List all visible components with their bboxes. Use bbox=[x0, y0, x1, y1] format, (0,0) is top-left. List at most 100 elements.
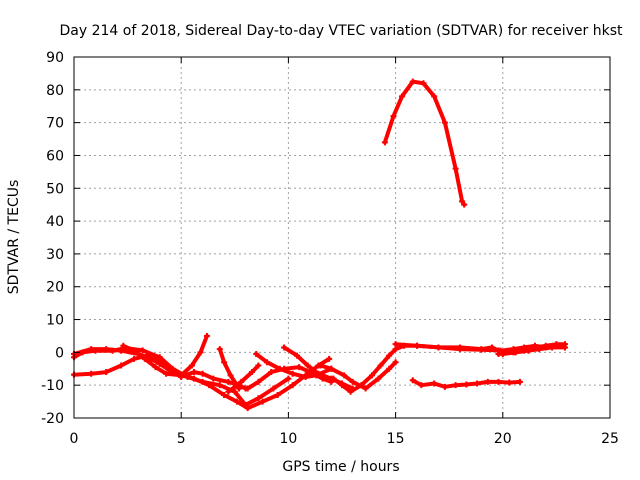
data-point bbox=[418, 382, 425, 389]
data-point bbox=[289, 382, 296, 389]
x-tick-label: 25 bbox=[601, 431, 619, 447]
series-line bbox=[179, 334, 209, 378]
data-point bbox=[188, 362, 195, 369]
data-point bbox=[375, 375, 382, 382]
data-point bbox=[452, 165, 459, 172]
y-tick-label: 10 bbox=[46, 313, 64, 329]
data-point bbox=[386, 365, 393, 372]
data-point bbox=[441, 119, 448, 126]
data-point bbox=[306, 369, 313, 376]
data-point bbox=[420, 80, 427, 87]
data-point bbox=[281, 344, 288, 351]
data-point bbox=[347, 388, 354, 395]
data-point bbox=[349, 378, 356, 385]
data-point bbox=[474, 380, 481, 387]
data-point bbox=[152, 364, 159, 371]
y-axis-label: SDTVAR / TECUs bbox=[6, 180, 22, 295]
data-point bbox=[225, 378, 232, 385]
data-point bbox=[253, 351, 260, 358]
data-point bbox=[461, 201, 468, 208]
data-point bbox=[248, 369, 255, 376]
data-point bbox=[233, 398, 240, 405]
data-point bbox=[268, 369, 275, 376]
y-tick-label: 40 bbox=[46, 214, 64, 230]
data-point bbox=[341, 372, 348, 379]
data-point bbox=[163, 370, 170, 377]
data-point bbox=[103, 346, 110, 353]
data-point bbox=[304, 362, 311, 369]
series-arc-7 bbox=[225, 362, 262, 395]
data-point bbox=[293, 352, 300, 359]
data-point bbox=[452, 382, 459, 389]
data-point bbox=[525, 347, 532, 354]
data-point bbox=[302, 373, 309, 380]
series-line bbox=[226, 363, 261, 394]
data-point bbox=[118, 347, 125, 354]
y-tick-label: -20 bbox=[41, 411, 64, 427]
series-line bbox=[245, 365, 334, 391]
data-point bbox=[221, 359, 228, 366]
x-axis-label: GPS time / hours bbox=[282, 459, 399, 475]
data-point bbox=[255, 378, 262, 385]
data-point bbox=[231, 388, 238, 395]
data-point bbox=[206, 382, 213, 389]
y-tick-label: 70 bbox=[46, 116, 64, 132]
y-tick-label: 20 bbox=[46, 280, 64, 296]
x-tick-label: 15 bbox=[387, 431, 405, 447]
series-arc-16 bbox=[499, 344, 568, 358]
data-point bbox=[478, 346, 485, 353]
data-point bbox=[399, 93, 406, 100]
data-point bbox=[131, 355, 138, 362]
data-point bbox=[270, 385, 277, 392]
series-arc-18 bbox=[381, 78, 468, 208]
data-point bbox=[381, 139, 388, 146]
data-point bbox=[484, 378, 491, 385]
data-point bbox=[263, 359, 270, 366]
data-point bbox=[489, 344, 496, 351]
data-point bbox=[358, 382, 365, 389]
data-point bbox=[203, 332, 210, 339]
y-tick-label: 60 bbox=[46, 148, 64, 164]
data-point bbox=[221, 392, 228, 399]
x-tick-label: 0 bbox=[70, 431, 79, 447]
data-point bbox=[328, 365, 335, 372]
data-point bbox=[131, 347, 138, 354]
data-point bbox=[216, 382, 223, 389]
data-point bbox=[512, 349, 519, 356]
data-point bbox=[141, 355, 148, 362]
data-series bbox=[71, 78, 568, 412]
data-point bbox=[362, 385, 369, 392]
data-point bbox=[296, 364, 303, 371]
series-arc-9 bbox=[253, 351, 335, 380]
data-point bbox=[409, 377, 416, 384]
data-point bbox=[178, 372, 185, 379]
plot-frame bbox=[73, 56, 611, 419]
data-point bbox=[441, 383, 448, 390]
data-point bbox=[238, 378, 245, 385]
data-point bbox=[156, 360, 163, 367]
data-point bbox=[88, 346, 95, 353]
data-point bbox=[456, 344, 463, 351]
data-point bbox=[463, 381, 470, 388]
data-point bbox=[285, 375, 292, 382]
y-tick-label: 50 bbox=[46, 181, 64, 197]
data-point bbox=[210, 375, 217, 382]
series-line bbox=[382, 79, 467, 207]
data-point bbox=[216, 346, 223, 353]
y-tick-label: 90 bbox=[46, 50, 64, 66]
data-point bbox=[390, 113, 397, 120]
data-point bbox=[139, 347, 146, 354]
data-point bbox=[435, 344, 442, 351]
data-point bbox=[255, 362, 262, 369]
data-point bbox=[120, 342, 127, 349]
data-point bbox=[499, 351, 506, 358]
data-point bbox=[191, 369, 198, 376]
data-point bbox=[255, 395, 262, 402]
data-point bbox=[315, 370, 322, 377]
data-point bbox=[326, 355, 333, 362]
x-tick-label: 10 bbox=[279, 431, 297, 447]
data-point bbox=[431, 380, 438, 387]
data-point bbox=[197, 349, 204, 356]
data-point bbox=[236, 385, 243, 392]
